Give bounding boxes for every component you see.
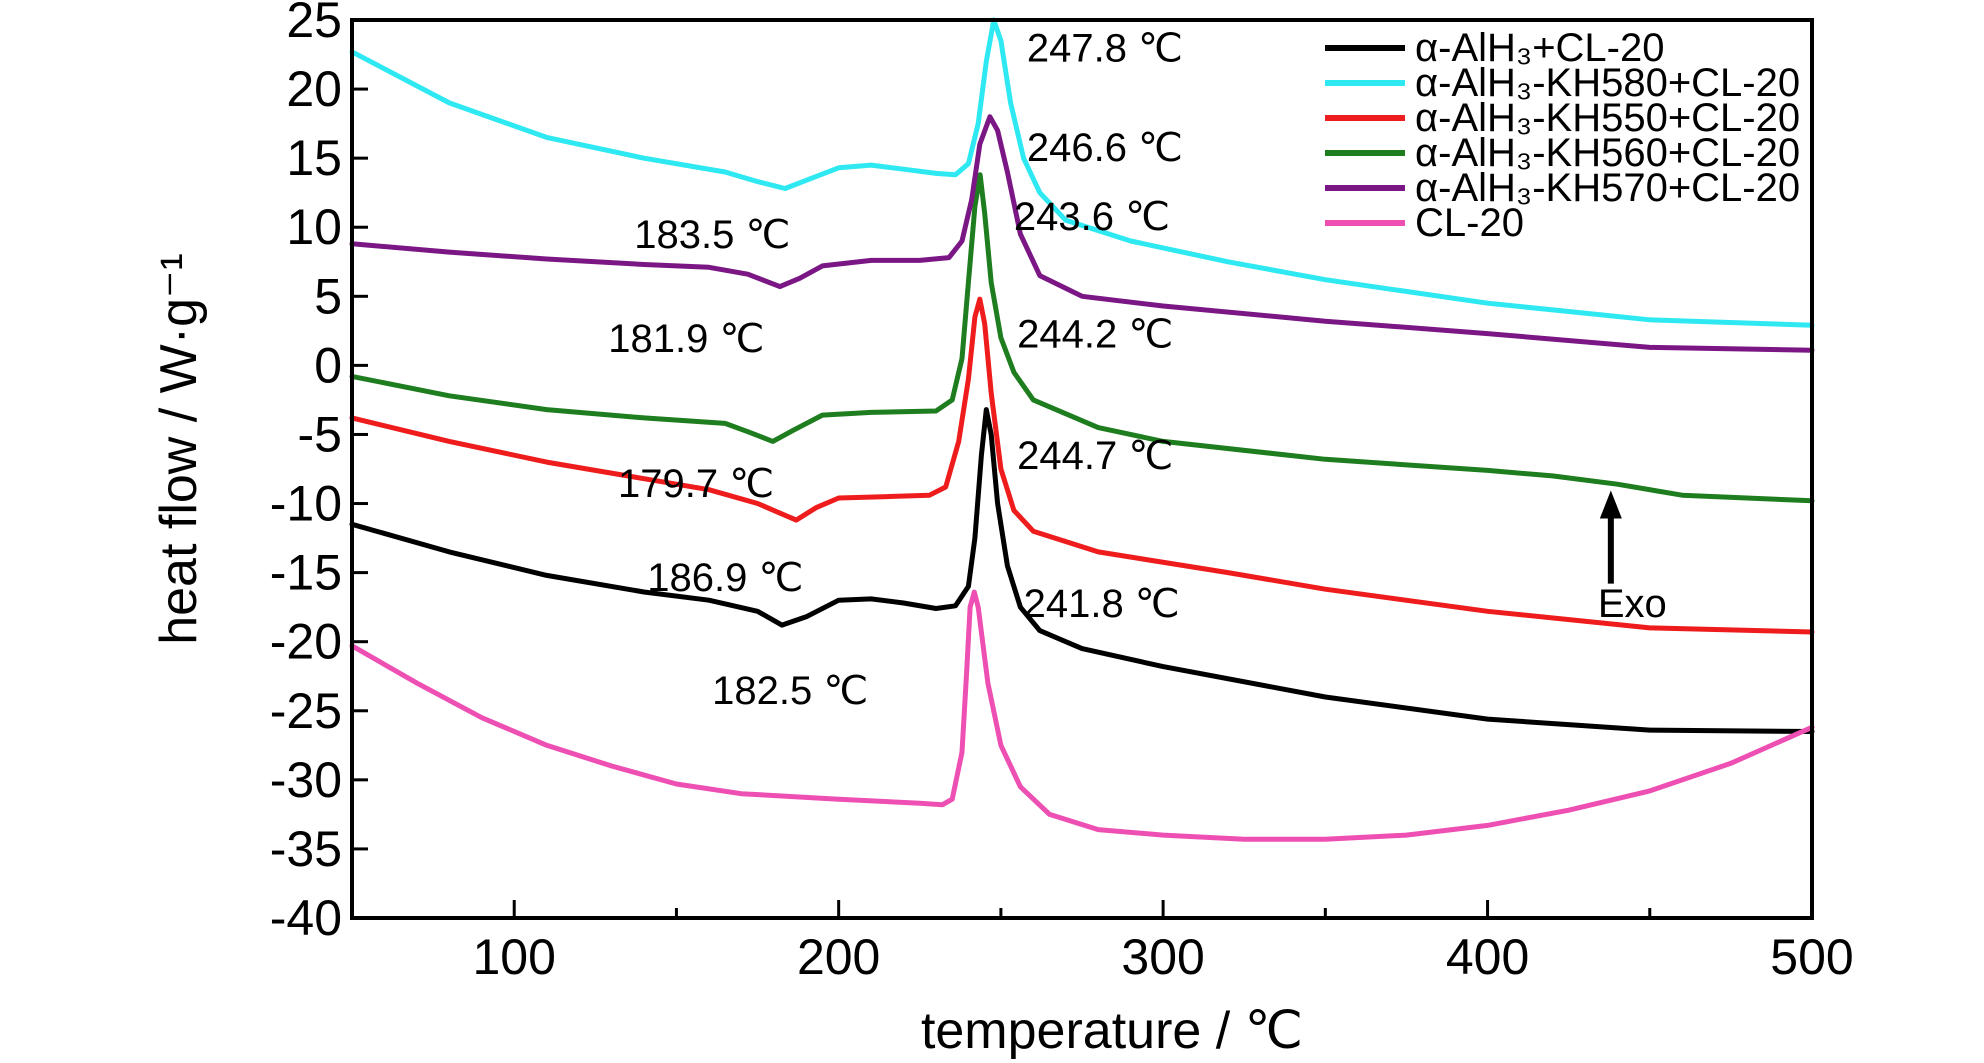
- peak-annotation: 247.8 ℃: [1027, 27, 1183, 71]
- series-line-2: [349, 17, 1815, 328]
- plot-frame: [350, 18, 1814, 920]
- series-line-1: [349, 407, 1815, 734]
- exo-arrow-head: [1599, 490, 1622, 519]
- peak-annotation: 241.8 ℃: [1024, 582, 1180, 626]
- legend-label: α-AlH₃+CL-20: [1415, 26, 1665, 70]
- y-tick-label: -20: [270, 614, 342, 670]
- y-tick-label: 10: [286, 199, 342, 255]
- legend-label: α-AlH₃-KH560+CL-20: [1415, 131, 1800, 175]
- x-tick-label: 500: [1770, 929, 1853, 985]
- x-axis-title: temperature / ℃: [921, 1002, 1303, 1060]
- peak-annotation: 183.5 ℃: [634, 213, 790, 257]
- y-tick-label: -40: [270, 890, 342, 946]
- peak-annotation: 246.6 ℃: [1027, 126, 1183, 170]
- x-tick-label: 100: [473, 929, 556, 985]
- peak-annotation: 243.6 ℃: [1014, 195, 1170, 239]
- legend-label: α-AlH₃-KH580+CL-20: [1415, 61, 1800, 105]
- peak-annotation: 244.7 ℃: [1017, 434, 1173, 478]
- y-tick-label: 20: [286, 61, 342, 117]
- series-line-4: [349, 172, 1815, 504]
- y-tick-label: -5: [298, 406, 342, 462]
- series-layer: [349, 17, 1815, 842]
- legend-label: CL-20: [1415, 201, 1524, 245]
- y-tick-label: -15: [270, 545, 342, 601]
- y-tick-label: -10: [270, 476, 342, 532]
- series-line-3: [349, 296, 1815, 635]
- y-tick-label: -30: [270, 752, 342, 808]
- y-tick-label: 15: [286, 130, 342, 186]
- y-axis-title: heat flow / W·g⁻¹: [150, 253, 208, 645]
- y-tick-label: 0: [314, 337, 342, 393]
- legend-label: α-AlH₃-KH570+CL-20: [1415, 166, 1800, 210]
- legend: α-AlH₃+CL-20α-AlH₃-KH580+CL-20α-AlH₃-KH5…: [1325, 26, 1800, 245]
- series-line-5: [349, 114, 1815, 353]
- legend-label: α-AlH₃-KH550+CL-20: [1415, 96, 1800, 140]
- peak-annotation: 186.9 ℃: [647, 556, 803, 600]
- y-tick-label: 5: [314, 268, 342, 324]
- y-tick-label: -25: [270, 683, 342, 739]
- x-tick-label: 300: [1121, 929, 1204, 985]
- x-tick-label: 400: [1446, 929, 1529, 985]
- peak-annotation: 244.2 ℃: [1017, 313, 1173, 357]
- peak-annotation: 182.5 ℃: [712, 669, 868, 713]
- series-line-6: [349, 589, 1815, 842]
- y-axis: 25 20 15 10 5 0 -5 -10 -15 -20 -25 -30 -35 -40: [270, 0, 368, 946]
- x-axis: 100 200 300 400 500: [350, 900, 1854, 985]
- x-tick-label: 200: [797, 929, 880, 985]
- exo-label: Exo: [1598, 582, 1667, 626]
- y-tick-label: 25: [286, 0, 342, 48]
- y-tick-label: -35: [270, 821, 342, 877]
- annotation-layer: 247.8 ℃ 246.6 ℃ 243.6 ℃ 244.2 ℃ 244.7 ℃ 241.8…: [608, 27, 1666, 713]
- peak-annotation: 181.9 ℃: [608, 317, 764, 361]
- peak-annotation: 179.7 ℃: [618, 462, 774, 506]
